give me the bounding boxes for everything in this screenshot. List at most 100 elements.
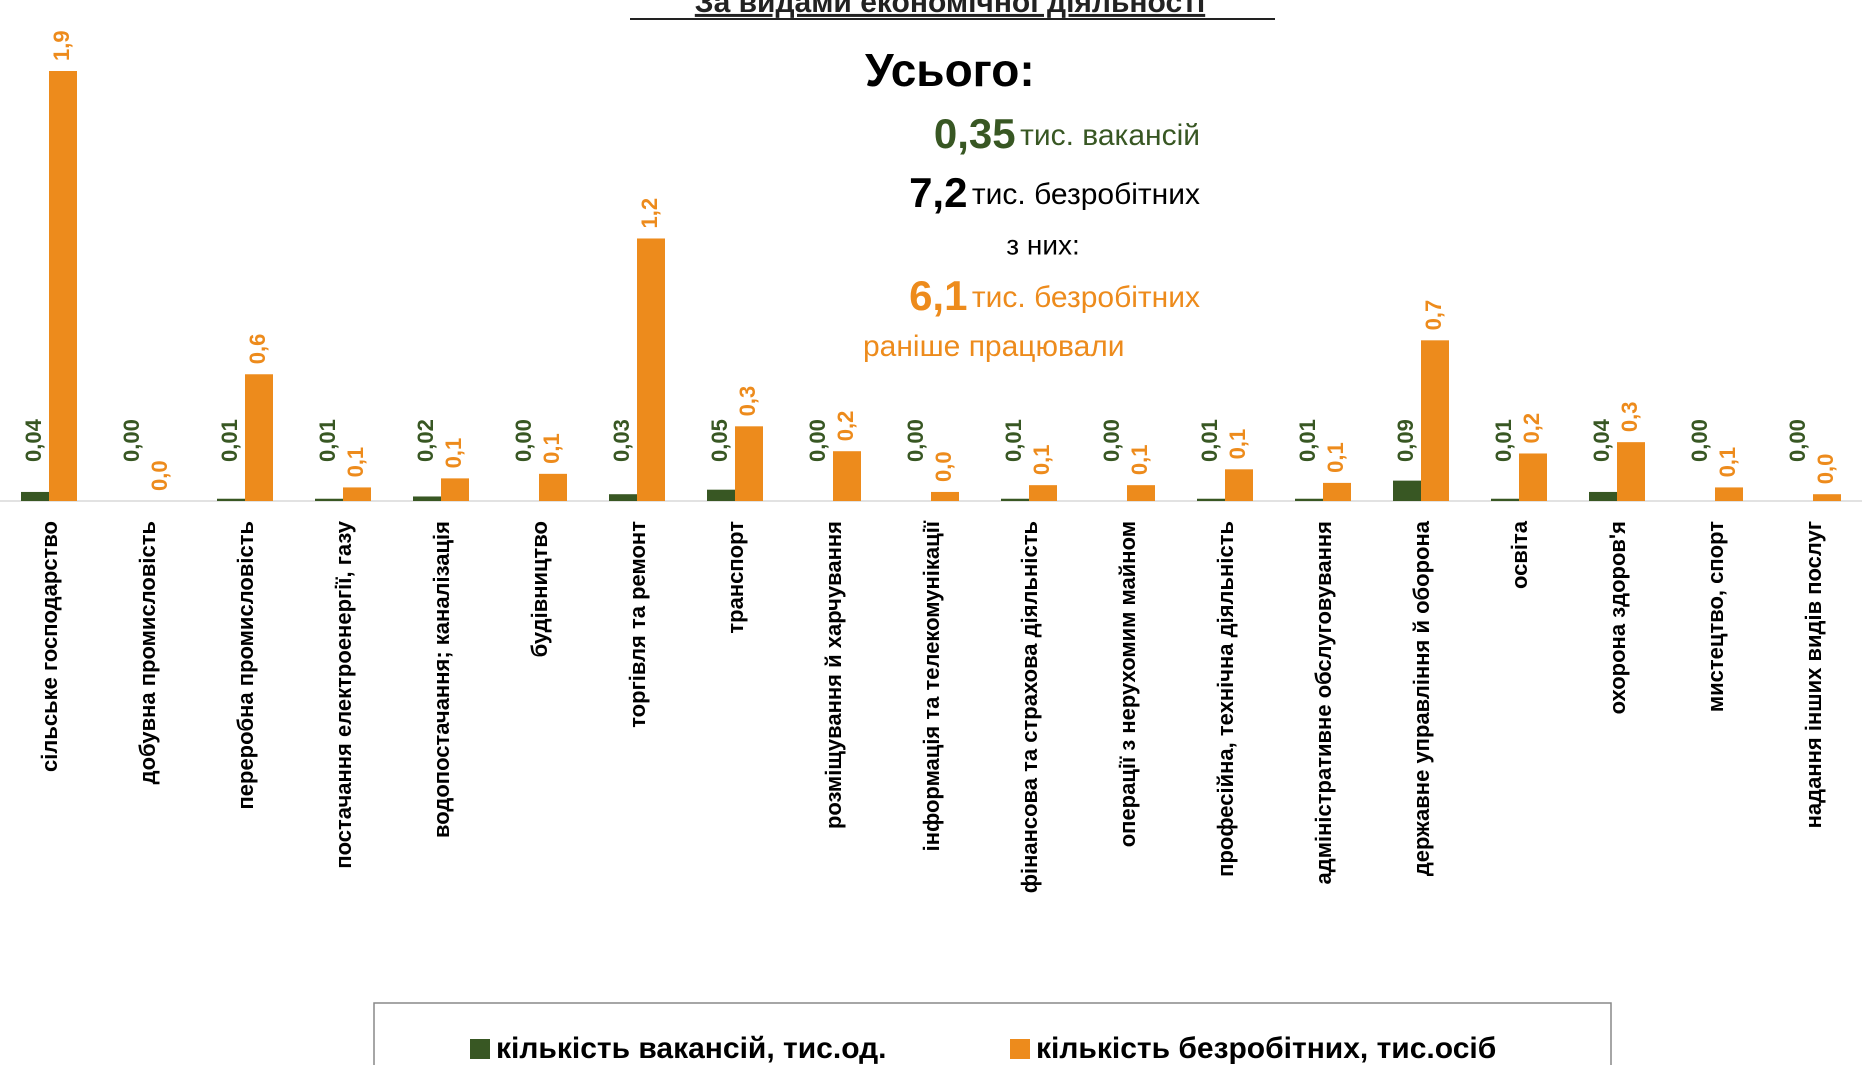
data-label: 0,1: [1715, 447, 1740, 478]
bar: [1225, 469, 1253, 501]
data-label: 0,00: [1099, 419, 1124, 462]
x-tick-label: водопостачання; каналізація: [429, 521, 454, 838]
data-label: 0,1: [1323, 442, 1348, 473]
summary-heading: Усього:: [865, 44, 1035, 96]
data-label: 0,2: [833, 411, 858, 442]
bar: [735, 426, 763, 501]
bar: [1001, 498, 1029, 501]
bar: [245, 374, 273, 501]
data-label: 0,0: [1813, 454, 1838, 485]
summary-number: 0,35: [934, 110, 1016, 157]
data-label: 0,2: [1519, 413, 1544, 444]
data-label: 0,0: [147, 460, 172, 491]
bar: [1127, 485, 1155, 501]
data-label: 0,09: [1393, 419, 1418, 462]
bar: [539, 473, 567, 501]
summary-line: 6,1 тис. безробітних: [909, 272, 1200, 319]
legend-swatch: [470, 1039, 490, 1059]
data-label: 0,04: [21, 418, 46, 462]
x-tick-label: будівництво: [527, 521, 552, 657]
x-tick-label: постачання електроенергії, газу: [331, 520, 356, 868]
summary-text: з них:: [1006, 229, 1080, 260]
x-tick-label: транспорт: [723, 521, 748, 634]
data-label: 0,01: [217, 419, 242, 462]
x-tick-label: операції з нерухомим майном: [1115, 521, 1140, 847]
bar: [1197, 498, 1225, 501]
data-label: 0,7: [1421, 300, 1446, 331]
x-tick-label: охорона здоров'я: [1605, 521, 1630, 714]
data-label: 0,1: [1029, 445, 1054, 476]
x-tick-label: мистецтво, спорт: [1703, 521, 1728, 712]
bar: [413, 496, 441, 501]
summary-text: тис. безробітних: [972, 281, 1200, 314]
bar: [707, 489, 735, 501]
bar: [1393, 480, 1421, 501]
x-tick-label: фінансова та страхова діяльність: [1017, 521, 1042, 893]
data-label: 0,1: [539, 433, 564, 464]
data-label: 0,00: [903, 419, 928, 462]
summary-number: 6,1: [909, 272, 967, 319]
data-label: 0,02: [413, 419, 438, 462]
data-label: 0,03: [609, 419, 634, 462]
data-label: 0,0: [931, 451, 956, 482]
data-label: 1,2: [637, 198, 662, 229]
bar: [441, 478, 469, 501]
bar: [1519, 453, 1547, 501]
x-tick-label: надання інших видів послуг: [1801, 521, 1826, 828]
x-tick-label: сільське господарство: [37, 521, 62, 772]
data-label: 0,01: [1197, 419, 1222, 462]
bar: [1323, 482, 1351, 501]
bar: [217, 498, 245, 501]
data-label: 0,1: [441, 438, 466, 469]
data-label: 0,1: [343, 447, 368, 478]
data-label: 0,00: [511, 419, 536, 462]
legend-label: кількість вакансій, тис.од.: [496, 1032, 887, 1065]
data-label: 0,01: [1295, 419, 1320, 462]
data-label: 0,1: [1225, 429, 1250, 460]
bar: [1421, 340, 1449, 501]
bar: [931, 491, 959, 501]
bar: [1715, 487, 1743, 501]
bar: [1813, 494, 1841, 501]
x-tick-label: державне управління й оборона: [1409, 520, 1434, 876]
data-label: 0,00: [119, 419, 144, 462]
x-tick-label: переробна промисловість: [233, 521, 258, 810]
bar: [343, 487, 371, 501]
x-tick-label: інформація та телекомунікації: [919, 520, 944, 851]
data-label: 0,3: [735, 386, 760, 417]
bar: [1617, 442, 1645, 501]
data-label: 1,9: [49, 30, 74, 61]
summary-line: 0,35 тис. вакансій: [934, 110, 1200, 157]
data-label: 0,01: [315, 419, 340, 462]
data-label: 0,01: [1001, 419, 1026, 462]
summary-text: раніше працювали: [863, 330, 1125, 363]
summary-text: тис. вакансій: [1020, 119, 1200, 152]
data-label: 0,00: [1785, 419, 1810, 462]
summary-line: 7,2 тис. безробітних: [909, 169, 1200, 216]
bar: [1589, 491, 1617, 501]
data-label: 0,00: [1687, 419, 1712, 462]
summary-text: тис. безробітних: [972, 178, 1200, 211]
summary-number: 7,2: [909, 169, 967, 216]
data-label: 0,1: [1127, 445, 1152, 476]
bar: [49, 71, 77, 501]
legend-box: [373, 1002, 1612, 1065]
legend-swatch: [1010, 1039, 1030, 1059]
x-tick-label: розміщування й харчування: [821, 521, 846, 829]
bar: [1029, 485, 1057, 501]
bar: [609, 494, 637, 501]
bar: [315, 498, 343, 501]
data-label: 0,00: [805, 419, 830, 462]
x-tick-label: професійна, технічна діяльність: [1213, 521, 1238, 877]
data-label: 0,6: [245, 334, 270, 365]
bar: [1295, 498, 1323, 501]
chart-title: За видами економічної діяльності: [695, 0, 1205, 19]
data-label: 0,04: [1589, 418, 1614, 462]
legend-label: кількість безробітних, тис.осіб: [1036, 1032, 1496, 1065]
bar: [833, 451, 861, 501]
data-label: 0,05: [707, 419, 732, 462]
x-tick-label: торгівля та ремонт: [625, 521, 650, 728]
data-label: 0,3: [1617, 402, 1642, 433]
x-tick-label: адміністративне обслуговування: [1311, 521, 1336, 884]
